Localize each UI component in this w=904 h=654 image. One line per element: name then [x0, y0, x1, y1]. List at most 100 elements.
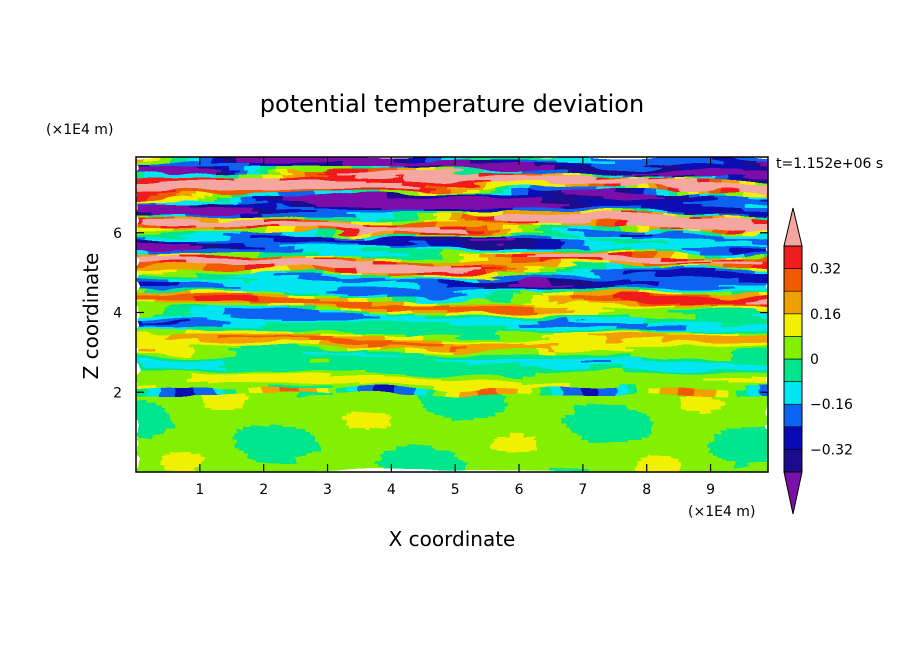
field-cell [188, 187, 193, 191]
field-cell [520, 157, 525, 161]
field-cell [412, 202, 417, 206]
field-cell [676, 214, 681, 218]
field-cell [696, 196, 701, 200]
field-cell [368, 190, 373, 194]
field-cell [156, 214, 161, 218]
field-cell [704, 241, 709, 245]
field-cell [600, 247, 605, 251]
field-cell [136, 196, 141, 200]
field-cell [172, 187, 177, 191]
field-cell [716, 226, 721, 230]
field-cell [620, 238, 625, 242]
field-cell [656, 196, 661, 200]
field-cell [396, 229, 401, 233]
field-cell [260, 202, 265, 206]
field-cell [508, 157, 513, 161]
field-cell [584, 211, 589, 215]
field-cell [212, 202, 217, 206]
field-cell [624, 238, 629, 242]
field-cell [276, 241, 281, 245]
field-cell [420, 202, 425, 206]
field-cell [660, 193, 665, 197]
field-cell [204, 226, 209, 230]
field-cell [664, 247, 669, 251]
field-cell [264, 232, 269, 236]
field-cell [332, 163, 337, 167]
field-cell [616, 205, 621, 209]
field-cell [468, 178, 473, 182]
field-cell [532, 229, 537, 233]
field-cell [536, 190, 541, 194]
field-cell [520, 241, 525, 245]
field-cell [668, 175, 673, 179]
field-cell [228, 202, 233, 206]
field-cell [192, 160, 197, 164]
field-cell [728, 241, 733, 245]
field-cell [440, 232, 445, 236]
field-cell [184, 241, 189, 245]
field-cell [488, 223, 493, 227]
field-cell [152, 166, 157, 170]
field-cell [404, 205, 409, 209]
field-cell [288, 175, 293, 179]
field-cell [376, 199, 381, 203]
field-cell [144, 166, 149, 170]
field-cell [640, 166, 645, 170]
field-cell [588, 172, 593, 176]
field-cell [488, 241, 493, 245]
field-cell [372, 205, 377, 209]
field-cell [600, 211, 605, 215]
field-cell [648, 235, 653, 239]
field-cell [732, 223, 737, 227]
field-cell [220, 214, 225, 218]
field-cell [172, 202, 177, 206]
field-cell [360, 235, 365, 239]
field-cell [312, 205, 317, 209]
field-cell [136, 184, 141, 188]
field-cell [364, 229, 369, 233]
field-cell [272, 172, 277, 176]
field-cell [228, 211, 233, 215]
field-cell [284, 190, 289, 194]
field-cell [228, 229, 233, 233]
field-cell [608, 202, 613, 206]
field-cell [368, 163, 373, 167]
field-cell [364, 187, 369, 191]
field-cell [508, 160, 513, 164]
field-cell [432, 247, 437, 251]
field-cell [556, 226, 561, 230]
field-cell [704, 160, 709, 164]
field-cell [616, 160, 621, 164]
field-cell [500, 241, 505, 245]
field-cell [256, 250, 261, 254]
field-cell [484, 217, 489, 221]
field-cell [580, 211, 585, 215]
field-cell [640, 157, 645, 161]
field-cell [600, 241, 605, 245]
field-cell [576, 211, 581, 215]
field-cell [484, 211, 489, 215]
field-cell [572, 205, 577, 209]
field-cell [236, 163, 241, 167]
field-cell [292, 184, 297, 188]
field-cell [456, 217, 461, 221]
field-cell [384, 202, 389, 206]
field-cell [524, 184, 529, 188]
field-cell [580, 214, 585, 218]
field-cell [284, 205, 289, 209]
field-cell [228, 238, 233, 242]
field-cell [300, 235, 305, 239]
field-cell [644, 184, 649, 188]
field-cell [412, 226, 417, 230]
field-cell [540, 223, 545, 227]
field-cell [432, 175, 437, 179]
field-cell [400, 223, 405, 227]
field-cell [464, 166, 469, 170]
field-cell [284, 199, 289, 203]
field-cell [496, 208, 501, 212]
field-cell [460, 223, 465, 227]
field-cell [636, 199, 641, 203]
field-cell [400, 157, 405, 161]
field-cell [504, 178, 509, 182]
field-cell [572, 241, 577, 245]
